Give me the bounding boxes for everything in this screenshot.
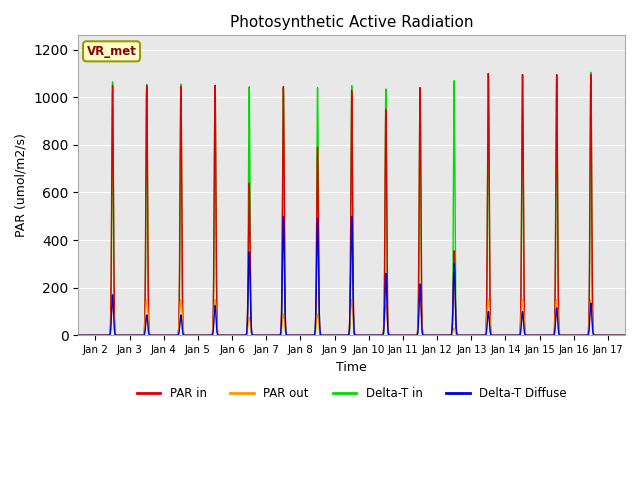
X-axis label: Time: Time bbox=[337, 360, 367, 373]
Title: Photosynthetic Active Radiation: Photosynthetic Active Radiation bbox=[230, 15, 474, 30]
Text: VR_met: VR_met bbox=[86, 45, 136, 58]
Legend: PAR in, PAR out, Delta-T in, Delta-T Diffuse: PAR in, PAR out, Delta-T in, Delta-T Dif… bbox=[132, 382, 572, 404]
Y-axis label: PAR (umol/m2/s): PAR (umol/m2/s) bbox=[15, 133, 28, 237]
